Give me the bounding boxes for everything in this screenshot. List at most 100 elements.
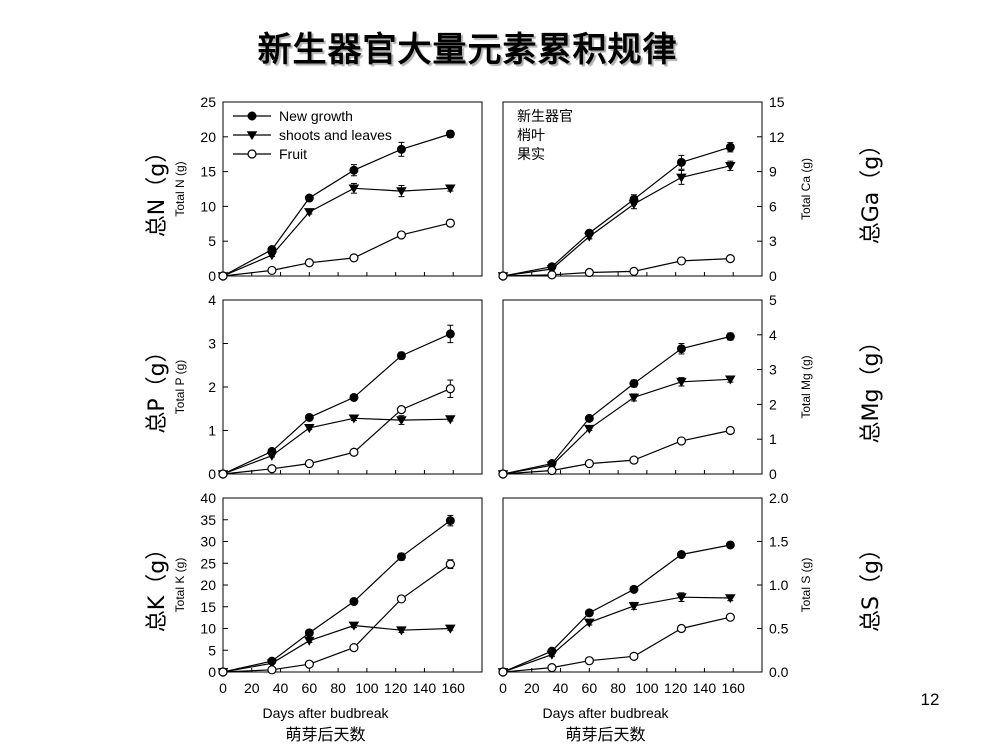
y-tick-label: 0: [208, 268, 216, 284]
y-tick-label: 3: [769, 362, 777, 378]
y-tick-label: 0: [208, 664, 216, 680]
data-point: [445, 516, 455, 526]
series-line: [222, 388, 451, 475]
series-line: [222, 133, 451, 277]
y-tick-label: 10: [200, 198, 216, 214]
data-point: [445, 624, 456, 634]
y-tick-label: 0.5: [769, 621, 789, 637]
series-triangle-filled: [217, 621, 456, 678]
y-tick-label: 12: [769, 129, 785, 145]
y-tick-label: 25: [200, 555, 216, 571]
data-point: [349, 165, 359, 175]
y-tick-label: 5: [208, 233, 216, 249]
data-point: [445, 415, 456, 425]
legend-label: shoots and leaves: [279, 127, 392, 143]
series-line: [222, 624, 451, 673]
series-line: [502, 258, 731, 277]
data-point: [396, 594, 407, 604]
legend-marker: [247, 111, 257, 121]
y-tick-label: 0.0: [769, 664, 789, 680]
y-axis-label: Total Mg (g): [799, 355, 813, 418]
legend-label: 新生器官: [517, 109, 573, 125]
data-point: [396, 351, 406, 361]
x-tick-label: 80: [610, 680, 626, 696]
series-triangle-filled: [497, 375, 736, 480]
data-point: [218, 667, 228, 677]
series-line: [502, 165, 731, 277]
series-triangle-filled: [217, 182, 456, 282]
series-triangle-filled: [217, 414, 456, 480]
y-tick-label: 1: [208, 423, 216, 439]
series-circle-open: [498, 425, 735, 479]
data-point: [628, 602, 640, 612]
legend-label: New growth: [279, 108, 353, 124]
y-axis-label: Total P (g): [173, 360, 187, 414]
data-point: [628, 200, 640, 210]
y-tick-label: 35: [200, 512, 216, 528]
x-tick-label: 60: [302, 680, 318, 696]
slide-title: 新生器官大量元素累积规律: [257, 30, 678, 70]
legend-marker: [246, 131, 258, 141]
series-line: [222, 417, 451, 475]
plot-frame: [502, 101, 763, 277]
data-point: [676, 256, 687, 266]
series-triangle-filled: [497, 592, 736, 678]
y-axis-label-cn: 总N（g）: [145, 141, 170, 237]
data-point: [546, 650, 558, 660]
y-tick-label: 20: [200, 577, 216, 593]
plot-frame: [502, 299, 763, 475]
series-line: [222, 187, 451, 277]
x-tick-label: 100: [635, 680, 659, 696]
data-point: [584, 656, 594, 666]
y-axis-label: Total S (g): [799, 558, 813, 613]
y-tick-label: 1.5: [769, 534, 789, 550]
data-point: [349, 597, 359, 607]
y-axis-label-cn: 总K（g）: [145, 538, 170, 632]
series-line: [222, 222, 451, 277]
y-tick-label: 15: [769, 94, 785, 110]
data-point: [629, 266, 639, 276]
x-tick-label: 40: [553, 680, 569, 696]
y-tick-label: 20: [200, 129, 216, 145]
legend-marker: [247, 149, 257, 159]
data-point: [304, 193, 314, 203]
data-point: [547, 663, 557, 673]
data-point: [304, 659, 314, 669]
data-point: [266, 251, 278, 261]
y-axis-label: Total N (g): [173, 161, 187, 216]
data-point: [676, 157, 686, 167]
y-tick-label: 1.0: [769, 577, 789, 593]
data-point: [498, 469, 508, 479]
data-point: [218, 271, 228, 281]
chart-panel-k: 0 5 10 15 20 25 30 35 40 0 20 40 60 80 100 120 140 160 Tot…: [145, 490, 483, 744]
y-axis-label-cn: 总P（g）: [145, 340, 170, 433]
series-circle-filled: [498, 540, 735, 677]
data-point: [218, 469, 228, 479]
data-point: [304, 258, 314, 268]
plot-frame: [502, 497, 763, 673]
data-point: [498, 667, 508, 677]
data-point: [724, 161, 736, 171]
series-line: [502, 616, 731, 673]
y-tick-label: 5: [769, 292, 777, 308]
y-tick-label: 4: [208, 292, 216, 308]
y-tick-label: 3: [208, 336, 216, 352]
chart-panel-n: 0 5 10 15 20 25 Total N (g)总N（g） New growth shoo…: [145, 94, 483, 284]
data-point: [445, 129, 455, 139]
x-tick-label: 140: [413, 680, 437, 696]
data-point: [267, 265, 277, 276]
data-point: [725, 142, 735, 152]
data-point: [267, 464, 277, 474]
data-point: [445, 559, 455, 569]
data-point: [628, 393, 640, 403]
series-line: [222, 333, 451, 475]
data-point: [546, 461, 558, 471]
data-point: [583, 424, 595, 434]
legend-label: Fruit: [279, 146, 307, 162]
x-tick-label: 100: [355, 680, 379, 696]
data-point: [266, 659, 278, 669]
data-point: [348, 414, 360, 424]
